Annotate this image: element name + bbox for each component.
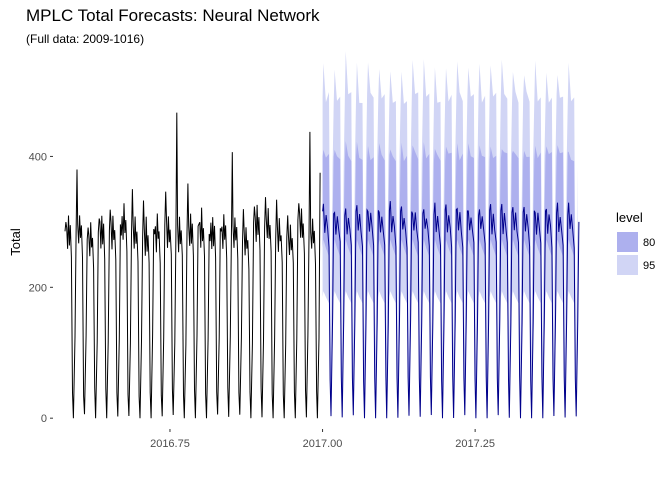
x-tick-label: 2017.25 [455,438,495,450]
chart-title: MPLC Total Forecasts: Neural Network [26,6,320,25]
chart-subtitle: (Full data: 2009-1016) [26,32,145,46]
legend-title: level [616,210,643,225]
series-lines-group [64,112,580,419]
legend-swatch-95 [617,255,638,275]
interval-80-band [322,141,578,419]
y-tick-label: 400 [29,151,47,163]
y-axis-title: Total [8,228,23,256]
legend-swatch-80 [617,232,638,252]
x-axis: 2016.75 2017.00 2017.25 [150,429,495,450]
interval-80-band-group [322,141,578,419]
y-tick-label: 0 [41,413,47,425]
y-tick-label: 200 [29,282,47,294]
forecast-series-line [322,201,580,419]
y-axis: 0 200 400 [29,151,53,425]
legend-label-80: 80 [643,237,655,249]
x-tick-label: 2016.75 [150,438,190,450]
legend-label-95: 95 [643,260,655,272]
x-tick-label: 2017.00 [303,438,343,450]
history-series-line [64,112,321,419]
